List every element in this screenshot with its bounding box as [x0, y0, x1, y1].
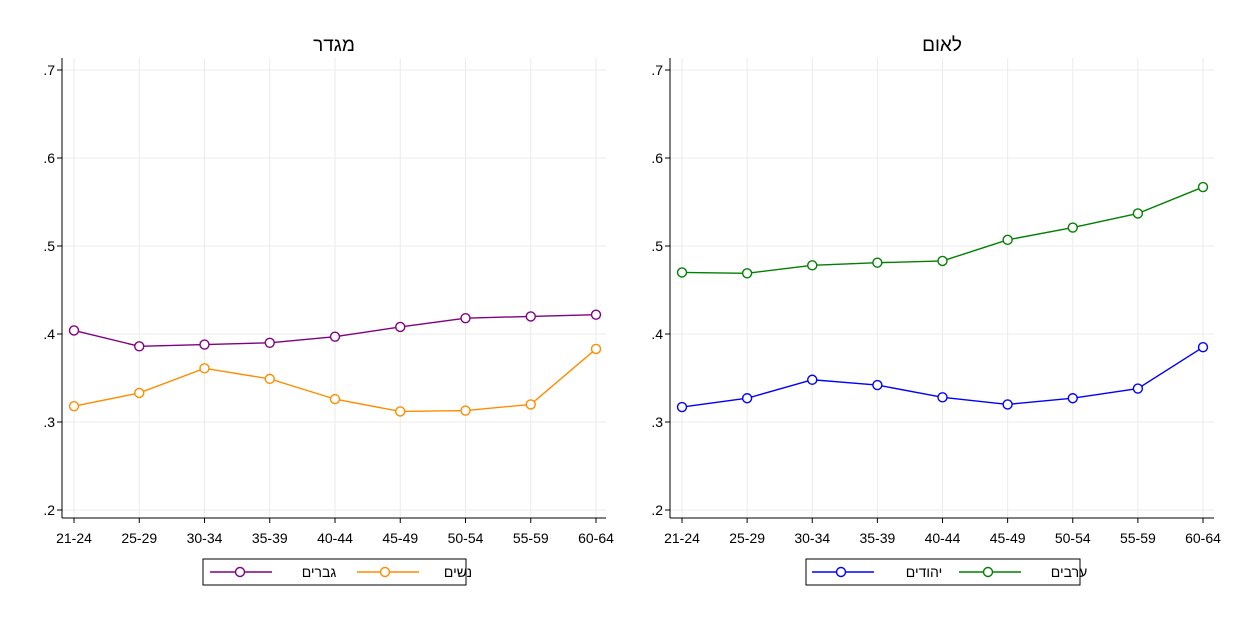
legend: גברים נשים: [202, 558, 472, 586]
data-point: [807, 374, 818, 385]
data-point: [1197, 181, 1209, 193]
y-tick-label: .6: [651, 150, 663, 166]
legend-label: נשים: [444, 564, 472, 580]
data-point: [1002, 234, 1013, 246]
series-1: [68, 309, 602, 352]
data-point: [525, 311, 536, 322]
data-point: [329, 393, 341, 405]
data-point: [460, 312, 471, 324]
legend-marker: [379, 566, 391, 578]
series-2: [676, 181, 1209, 279]
legend-box: [202, 558, 467, 586]
x-tick-label: 50-54: [448, 530, 484, 546]
data-point: [395, 321, 406, 333]
legend-marker: [982, 566, 994, 578]
data-point: [68, 400, 80, 412]
data-point: [1067, 393, 1078, 404]
y-tick-label: .4: [43, 326, 55, 342]
gridlines: [62, 58, 606, 518]
x-tick-label: 30-34: [794, 530, 830, 546]
data-point: [741, 268, 753, 279]
y-tick-label: .2: [651, 502, 663, 518]
data-point: [590, 309, 602, 320]
x-tick-label: 40-44: [317, 530, 353, 546]
data-point: [199, 363, 210, 374]
x-tick-label: 40-44: [925, 530, 961, 546]
data-point: [590, 343, 602, 355]
data-point: [741, 393, 753, 404]
legend-label: גברים: [302, 564, 337, 580]
data-point: [1067, 222, 1078, 233]
chart-title: מגדר: [313, 35, 355, 56]
x-tick-label: 30-34: [187, 530, 223, 546]
series-1: [676, 342, 1209, 413]
legend: יהודים ערבים: [805, 558, 1087, 586]
x-tick-label: 35-39: [859, 530, 895, 546]
data-point: [460, 405, 471, 416]
data-point: [264, 373, 275, 385]
x-tick-label: 45-49: [382, 530, 418, 546]
y-tick-label: .6: [43, 150, 55, 166]
data-point: [937, 255, 948, 267]
data-point: [329, 331, 341, 342]
x-tick-label: 60-64: [1185, 530, 1221, 546]
x-tick-label: 21-24: [664, 530, 700, 546]
x-tick-label: 60-64: [578, 530, 614, 546]
legend-marker: [234, 566, 246, 578]
x-tick-label: 55-59: [513, 530, 549, 546]
data-point: [525, 399, 536, 410]
data-point: [872, 379, 883, 391]
legend-label: ערבים: [1051, 564, 1087, 580]
y-tick-label: .3: [651, 414, 663, 430]
data-point: [1002, 399, 1013, 410]
data-point: [68, 325, 80, 336]
data-point: [134, 387, 145, 399]
data-point: [1132, 383, 1144, 394]
legend-box: [805, 558, 1081, 586]
data-point: [676, 267, 688, 278]
chart-title: לאום: [922, 35, 962, 56]
x-tick-label: 45-49: [990, 530, 1026, 546]
gridlines: [670, 58, 1214, 518]
data-point: [395, 406, 406, 417]
data-point: [1132, 208, 1144, 219]
y-tick-label: .5: [651, 238, 663, 254]
data-point: [937, 392, 948, 403]
y-tick-label: .3: [43, 414, 55, 430]
x-tick-label: 25-29: [121, 530, 157, 546]
chart-panel-2: .2 .3 .4 .5 .6 .7 21-24 25-29 30-34 35-39 40-44 45-…: [651, 35, 1221, 586]
data-point: [1197, 342, 1209, 353]
x-tick-label: 21-24: [56, 530, 92, 546]
x-tick-label: 25-29: [729, 530, 765, 546]
y-tick-label: .7: [651, 62, 663, 78]
x-tick-label: 50-54: [1055, 530, 1091, 546]
x-tick-label: 35-39: [252, 530, 288, 546]
data-point: [134, 341, 145, 352]
chart-panel-1: .2 .3 .4 .5 .6 .7 21-24 25-29 30-34 35-39 40-44 45-…: [43, 35, 614, 586]
data-point: [676, 401, 688, 413]
data-point: [807, 260, 818, 271]
data-point: [872, 257, 883, 268]
series-2: [68, 343, 602, 417]
y-tick-label: .4: [651, 326, 663, 342]
y-tick-label: .2: [43, 502, 55, 518]
y-tick-label: .5: [43, 238, 55, 254]
x-tick-label: 55-59: [1120, 530, 1156, 546]
data-point: [199, 339, 210, 350]
data-point: [264, 337, 275, 348]
legend-marker: [835, 566, 847, 578]
y-tick-label: .7: [43, 62, 55, 78]
legend-label: יהודים: [906, 564, 942, 580]
